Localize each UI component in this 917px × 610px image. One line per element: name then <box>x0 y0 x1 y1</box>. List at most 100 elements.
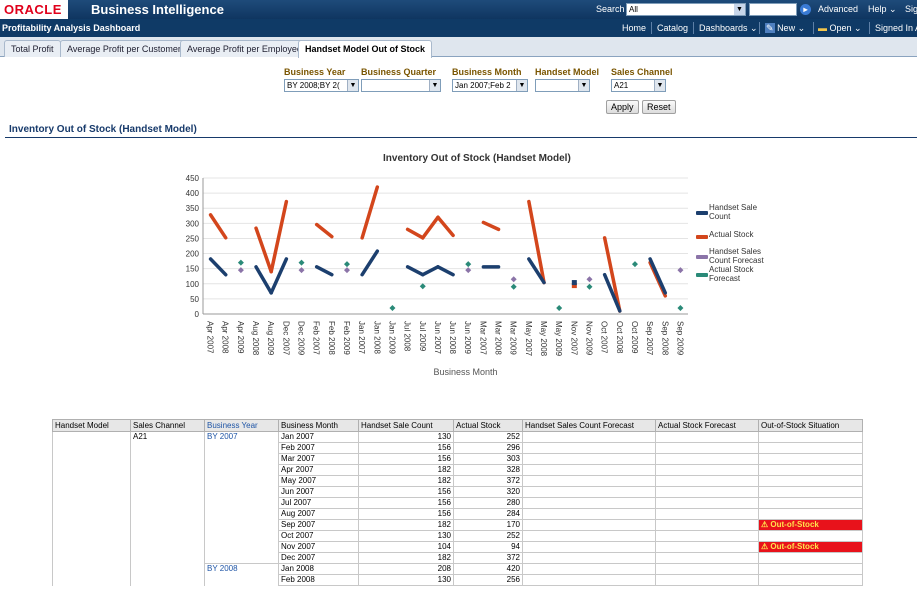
oracle-logo[interactable]: ORACLE <box>0 0 68 19</box>
data-point-sale-count <box>571 280 577 286</box>
legend-label: Actual Stock <box>709 230 754 239</box>
data-point-stock-forecast <box>510 283 517 290</box>
table-cell-month: Feb 2007 <box>278 442 359 454</box>
business-quarter-label: Business Quarter <box>361 67 437 77</box>
table-cell-afc <box>655 464 759 476</box>
tab-handset-out-of-stock[interactable]: Handset Model Out of Stock <box>298 40 433 58</box>
search-go-icon[interactable]: ▸ <box>800 4 811 15</box>
table-cell-model <box>52 574 131 586</box>
data-point-stock-forecast <box>237 259 244 266</box>
business-year-label: Business Year <box>284 67 346 77</box>
col-header-link[interactable]: Business Year <box>204 419 279 432</box>
table-cell-actual: 284 <box>453 508 523 520</box>
data-point-stock-forecast <box>465 261 472 268</box>
table-cell-afc <box>655 442 759 454</box>
business-year-select[interactable]: BY 2008;BY 2(▼ <box>284 79 359 92</box>
chevron-down-icon: ▼ <box>429 80 440 91</box>
col-header[interactable]: Handset Model <box>52 419 131 432</box>
new-menu[interactable]: ✎ New ⌄ <box>765 23 805 34</box>
business-quarter-select[interactable]: ▼ <box>361 79 441 92</box>
table-cell-oos <box>758 552 863 564</box>
reset-button[interactable]: Reset <box>642 100 676 114</box>
table-cell-afc <box>655 497 759 509</box>
out-of-stock-label: Out-of-Stock <box>770 520 819 530</box>
y-tick-label: 100 <box>186 280 200 289</box>
dashboards-menu[interactable]: Dashboards ⌄ <box>699 23 758 33</box>
signed-in-menu[interactable]: Signed In A <box>875 23 917 33</box>
y-tick-label: 50 <box>190 295 199 304</box>
col-header[interactable]: Handset Sales Count Forecast <box>522 419 656 432</box>
table-cell-sale: 130 <box>358 431 454 443</box>
table-cell-afc <box>655 574 759 586</box>
search-input[interactable] <box>749 3 797 16</box>
nav-divider <box>869 22 870 34</box>
app-title: Business Intelligence <box>91 2 224 17</box>
business-month-select[interactable]: Jan 2007;Feb 2 ▼ <box>452 79 528 92</box>
handset-model-select[interactable]: ▼ <box>535 79 590 92</box>
table-cell-oos <box>758 475 863 487</box>
sales-channel-select[interactable]: A21 ▼ <box>611 79 666 92</box>
x-tick-label: Sep 2009 <box>675 321 684 356</box>
table-row: A21 BY 2007 Jan 2007 130 252 <box>52 431 863 443</box>
open-menu[interactable]: ▬ Open ⌄ <box>818 23 862 34</box>
table-cell-sale: 182 <box>358 519 454 531</box>
x-tick-label: Jun 2009 <box>463 321 472 354</box>
table-cell-year <box>204 475 279 487</box>
col-header[interactable]: Sales Channel <box>130 419 205 432</box>
table-cell-year[interactable]: BY 2008 <box>204 563 279 575</box>
data-point-stock-forecast <box>677 304 684 311</box>
table-cell-model <box>52 431 131 443</box>
apply-button[interactable]: Apply <box>606 100 639 114</box>
x-tick-label: Mar 2009 <box>509 321 518 355</box>
col-header[interactable]: Business Month <box>278 419 359 432</box>
tab-total-profit[interactable]: Total Profit <box>4 40 61 57</box>
nav-divider <box>651 22 652 34</box>
series-segment-actual-stock <box>405 227 425 240</box>
col-header[interactable]: Actual Stock Forecast <box>655 419 759 432</box>
col-header[interactable]: Handset Sale Count <box>358 419 454 432</box>
table-cell-month: Jan 2007 <box>278 431 359 443</box>
search-label: Search <box>596 4 625 14</box>
table-cell-year <box>204 486 279 498</box>
table-cell-oos <box>758 464 863 476</box>
data-point-sales-forecast <box>677 267 684 274</box>
table-cell-channel <box>130 442 205 454</box>
table-cell-sale: 182 <box>358 552 454 564</box>
dashboard-bar: Profitability Analysis Dashboard Home Ca… <box>0 19 917 37</box>
table-cell-sale: 156 <box>358 497 454 509</box>
table-cell-year[interactable]: BY 2007 <box>204 431 279 443</box>
col-header[interactable]: Actual Stock <box>453 419 523 432</box>
out-of-stock-label: Out-of-Stock <box>770 542 819 552</box>
legend-swatch <box>696 255 708 259</box>
table-cell-channel <box>130 453 205 465</box>
table-cell-afc <box>655 486 759 498</box>
table-cell-sfc <box>522 497 656 509</box>
table-cell-year <box>204 552 279 564</box>
sales-channel-value: A21 <box>614 81 629 90</box>
legend-swatch <box>696 235 708 239</box>
table-cell-actual: 303 <box>453 453 523 465</box>
search-scope-select[interactable]: All ▼ <box>626 3 746 16</box>
tab-avg-profit-employee[interactable]: Average Profit per Employee <box>180 40 309 57</box>
table-row: Jul 2007 156 280 <box>52 497 863 509</box>
help-menu[interactable]: Help ⌄ <box>868 4 897 14</box>
table-cell-year <box>204 453 279 465</box>
catalog-link[interactable]: Catalog <box>657 23 689 33</box>
table-cell-sfc <box>522 574 656 586</box>
x-tick-label: Nov 2007 <box>569 321 578 356</box>
table-cell-channel: A21 <box>130 431 205 443</box>
sign-out-link[interactable]: Sig <box>905 4 917 14</box>
series-segment-sale-count <box>648 257 668 295</box>
advanced-link[interactable]: Advanced <box>818 4 859 14</box>
data-point-sales-forecast <box>510 276 517 283</box>
table-cell-sfc <box>522 464 656 476</box>
col-header[interactable]: Out-of-Stock Situation <box>758 419 863 432</box>
tab-avg-profit-customer[interactable]: Average Profit per Customer <box>60 40 188 57</box>
nav-divider <box>813 22 814 34</box>
y-tick-label: 150 <box>186 265 200 274</box>
home-link[interactable]: Home <box>622 23 647 33</box>
table-cell-year <box>204 519 279 531</box>
table-cell-sfc <box>522 442 656 454</box>
x-tick-label: Jan 2007 <box>357 321 366 354</box>
table-cell-month: Jul 2007 <box>278 497 359 509</box>
